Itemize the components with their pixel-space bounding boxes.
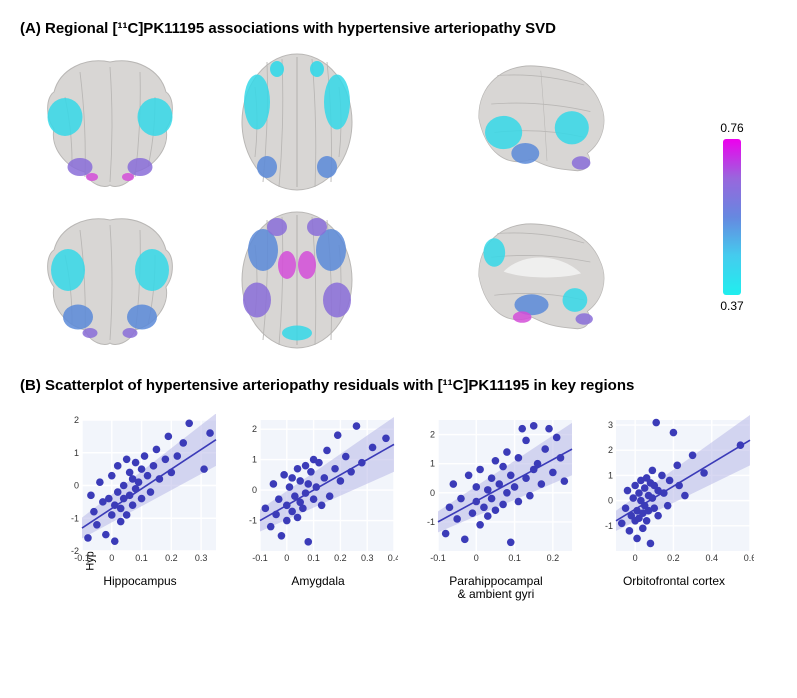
svg-text:1: 1 [74, 448, 79, 458]
svg-text:0: 0 [252, 485, 257, 495]
panel-b-title: (B) Scatterplot of hypertensive arteriop… [20, 377, 777, 394]
scatter-plot: -1 0 1 2 -0.1 0 0.1 0.2 0.3 0.4 [238, 414, 398, 569]
scatter-title: Parahippocampal& ambient gyri [416, 575, 576, 601]
svg-text:0.2: 0.2 [667, 553, 680, 563]
svg-text:0.1: 0.1 [307, 553, 320, 563]
scatter-plot: -1 0 1 2 -0.1 0 0.1 0.2 [416, 414, 576, 569]
svg-text:-0.1: -0.1 [430, 553, 446, 563]
svg-text:0.4: 0.4 [705, 553, 718, 563]
brain-lateral [404, 47, 664, 197]
brain-coronal-ant [30, 47, 190, 197]
svg-text:0.3: 0.3 [195, 553, 208, 563]
brain-medial [404, 205, 664, 355]
scatter-1: -1 0 1 2 -0.1 0 0.1 0.2 0.3 0.4 Amygdala [238, 414, 398, 601]
svg-text:3: 3 [608, 420, 613, 430]
colorbar-max: 0.76 [720, 121, 743, 135]
colorbar-gradient [723, 139, 741, 295]
svg-text:0.4: 0.4 [388, 553, 398, 563]
svg-text:2: 2 [430, 430, 435, 440]
svg-text:0.3: 0.3 [361, 553, 374, 563]
colorbar: 0.76 0.37 [702, 117, 762, 317]
scatter-2: -1 0 1 2 -0.1 0 0.1 0.2 Parahippocampal& ambient… [416, 414, 576, 601]
scatter-row: Hypertensive arteriopathy -2-1012-0.100.… [60, 414, 777, 601]
svg-text:0: 0 [608, 496, 613, 506]
panel-a: 0.76 0.37 [20, 47, 777, 377]
svg-text:1: 1 [430, 459, 435, 469]
panel-a-title: (A) Regional [¹¹C]PK11195 associations w… [20, 20, 777, 37]
brain-coronal-post [30, 205, 190, 355]
svg-text:0: 0 [430, 488, 435, 498]
svg-text:-1: -1 [605, 521, 613, 531]
svg-text:-0.1: -0.1 [252, 553, 268, 563]
scatter-3: -1 0 1 2 3 0 0.2 0.4 0.6 Orbitofrontal cortex [594, 414, 754, 601]
svg-text:-1: -1 [427, 517, 435, 527]
svg-text:0.6: 0.6 [744, 553, 754, 563]
svg-text:1: 1 [252, 455, 257, 465]
svg-text:0: 0 [109, 553, 114, 563]
svg-text:0.2: 0.2 [165, 553, 178, 563]
svg-text:2: 2 [608, 445, 613, 455]
scatter-plot: -2-1012-0.100.10.20.3 [60, 414, 220, 569]
svg-text:0.1: 0.1 [135, 553, 148, 563]
svg-text:0: 0 [633, 553, 638, 563]
svg-text:2: 2 [252, 424, 257, 434]
svg-text:1: 1 [608, 470, 613, 480]
svg-text:-1: -1 [249, 516, 257, 526]
brain-axial-inf [202, 205, 392, 355]
brain-axial-sup [202, 47, 392, 197]
scatter-title: Amygdala [238, 575, 398, 588]
svg-text:-1: -1 [71, 513, 79, 523]
scatter-plot: -1 0 1 2 3 0 0.2 0.4 0.6 [594, 414, 754, 569]
colorbar-min: 0.37 [720, 299, 743, 313]
svg-text:0: 0 [74, 481, 79, 491]
svg-text:0.2: 0.2 [334, 553, 347, 563]
svg-text:0.1: 0.1 [508, 553, 521, 563]
svg-text:0: 0 [474, 553, 479, 563]
svg-text:-0.1: -0.1 [74, 553, 90, 563]
svg-text:0: 0 [284, 553, 289, 563]
scatter-title: Orbitofrontal cortex [594, 575, 754, 588]
brain-grid [20, 47, 777, 355]
svg-text:2: 2 [74, 415, 79, 425]
scatter-0: -2-1012-0.100.10.20.3Hippocampus [60, 414, 220, 601]
scatter-title: Hippocampus [60, 575, 220, 588]
panel-b: Hypertensive arteriopathy -2-1012-0.100.… [20, 414, 777, 601]
svg-text:0.2: 0.2 [547, 553, 560, 563]
